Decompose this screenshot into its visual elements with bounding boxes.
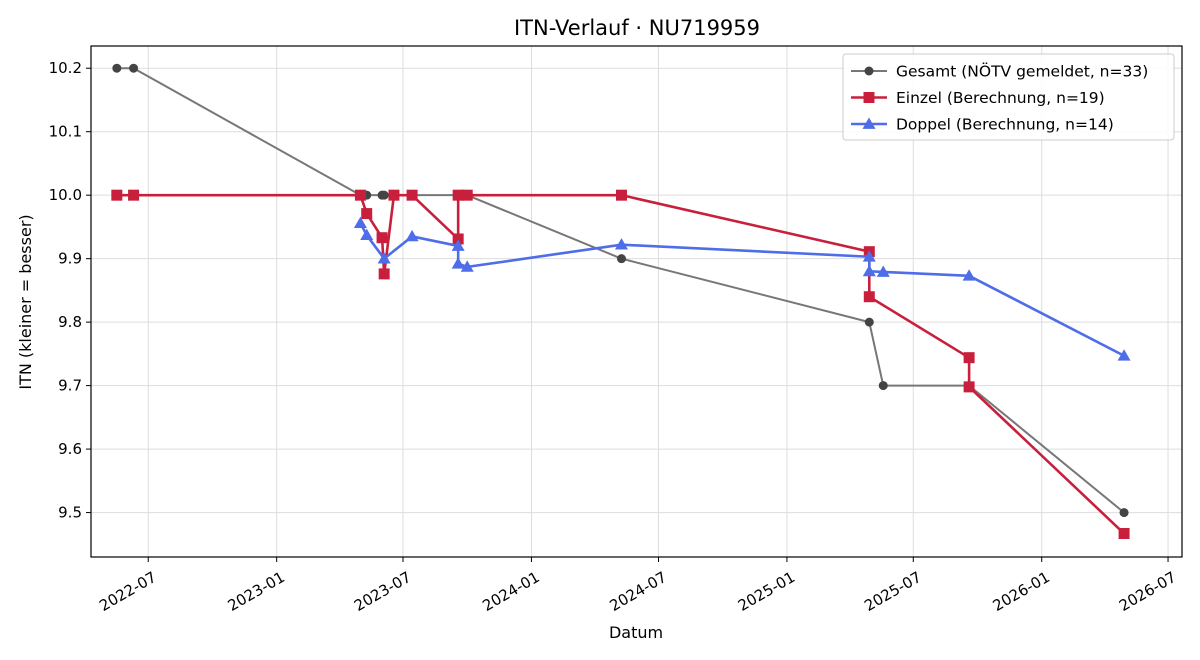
y-tick-label: 9.5	[58, 504, 82, 522]
y-tick-label: 9.8	[58, 313, 82, 331]
y-tick-label: 9.6	[58, 440, 82, 458]
x-tick-label: 2024-07	[606, 568, 669, 615]
legend: Gesamt (NÖTV gemeldet, n=33) Einzel (Bere…	[842, 53, 1175, 141]
x-tick-label: 2026-07	[1116, 568, 1179, 615]
data-point-einzel	[111, 189, 123, 201]
data-point-doppel	[876, 265, 890, 277]
data-point-doppel	[405, 229, 419, 242]
data-point-einzel	[963, 352, 975, 364]
y-tick-label: 9.9	[58, 250, 82, 268]
plot-frame	[90, 45, 1183, 558]
legend-item-gesamt: Gesamt (NÖTV gemeldet, n=33)	[851, 62, 1148, 81]
data-point-einzel	[376, 232, 388, 244]
data-point-gesamt	[1119, 508, 1129, 518]
x-tick-label: 2022-07	[96, 568, 159, 615]
grid	[91, 46, 1182, 557]
y-axis-ticks: 9.5 9.6 9.7 9.8 9.9 10.0 10.1 10.2	[49, 59, 91, 522]
data-point-einzel	[128, 189, 140, 201]
data-point-einzel	[452, 233, 464, 245]
data-point-gesamt	[616, 254, 626, 264]
data-point-doppel	[460, 260, 474, 272]
y-tick-label: 10.0	[49, 186, 82, 204]
data-point-gesamt	[112, 63, 122, 73]
data-point-gesamt	[864, 317, 874, 327]
data-point-doppel	[377, 252, 391, 264]
data-point-einzel	[361, 208, 373, 220]
data-point-gesamt	[129, 63, 139, 73]
x-axis-ticks: 2022-07 2023-01 2023-07 2024-01 2024-07 2025-…	[96, 557, 1179, 615]
y-tick-label: 10.2	[49, 59, 82, 77]
data-point-einzel	[863, 291, 875, 303]
data-point-doppel	[451, 257, 465, 269]
data-point-einzel	[378, 268, 390, 280]
legend-item-einzel: Einzel (Berechnung, n=19)	[851, 89, 1105, 107]
data-point-gesamt	[878, 381, 888, 391]
data-point-einzel	[963, 381, 975, 393]
data-point-doppel	[962, 269, 976, 281]
y-tick-label: 9.7	[58, 377, 82, 395]
data-point-doppel	[862, 264, 876, 277]
data-point-doppel	[614, 238, 628, 250]
plot-series	[111, 63, 1131, 540]
x-tick-label: 2025-01	[735, 568, 798, 615]
x-tick-label: 2023-07	[351, 568, 414, 615]
x-tick-label: 2023-01	[225, 568, 288, 615]
legend-marker	[864, 66, 874, 76]
data-point-einzel	[1118, 528, 1130, 540]
y-tick-label: 10.1	[49, 123, 82, 141]
data-point-gesamt	[379, 190, 389, 200]
data-point-doppel	[360, 228, 374, 241]
x-tick-label: 2024-01	[479, 568, 542, 615]
legend-marker	[863, 92, 875, 103]
data-point-doppel	[451, 239, 465, 251]
data-point-einzel	[354, 189, 366, 201]
legend-label: Doppel (Berechnung, n=14)	[896, 116, 1114, 134]
x-tick-label: 2026-01	[990, 568, 1053, 615]
legend-label: Gesamt (NÖTV gemeldet, n=33)	[896, 62, 1148, 81]
chart-title: ITN-Verlauf · NU719959	[514, 16, 760, 40]
y-axis-title: ITN (kleiner = besser)	[16, 214, 35, 389]
series-doppel	[353, 216, 1131, 361]
data-point-einzel	[461, 189, 473, 201]
data-point-doppel	[1117, 349, 1131, 361]
data-point-doppel	[353, 216, 367, 228]
x-tick-label: 2025-07	[861, 568, 924, 615]
legend-label: Einzel (Berechnung, n=19)	[896, 89, 1105, 107]
legend-box	[842, 53, 1175, 141]
legend-marker	[862, 117, 876, 129]
data-point-einzel	[406, 189, 418, 201]
x-axis-title: Datum	[609, 623, 663, 642]
data-point-einzel	[452, 189, 464, 201]
legend-item-doppel: Doppel (Berechnung, n=14)	[851, 116, 1114, 134]
data-point-einzel	[615, 189, 627, 201]
data-point-doppel	[862, 250, 876, 262]
data-point-einzel	[388, 189, 400, 201]
series-einzel	[111, 189, 1130, 540]
